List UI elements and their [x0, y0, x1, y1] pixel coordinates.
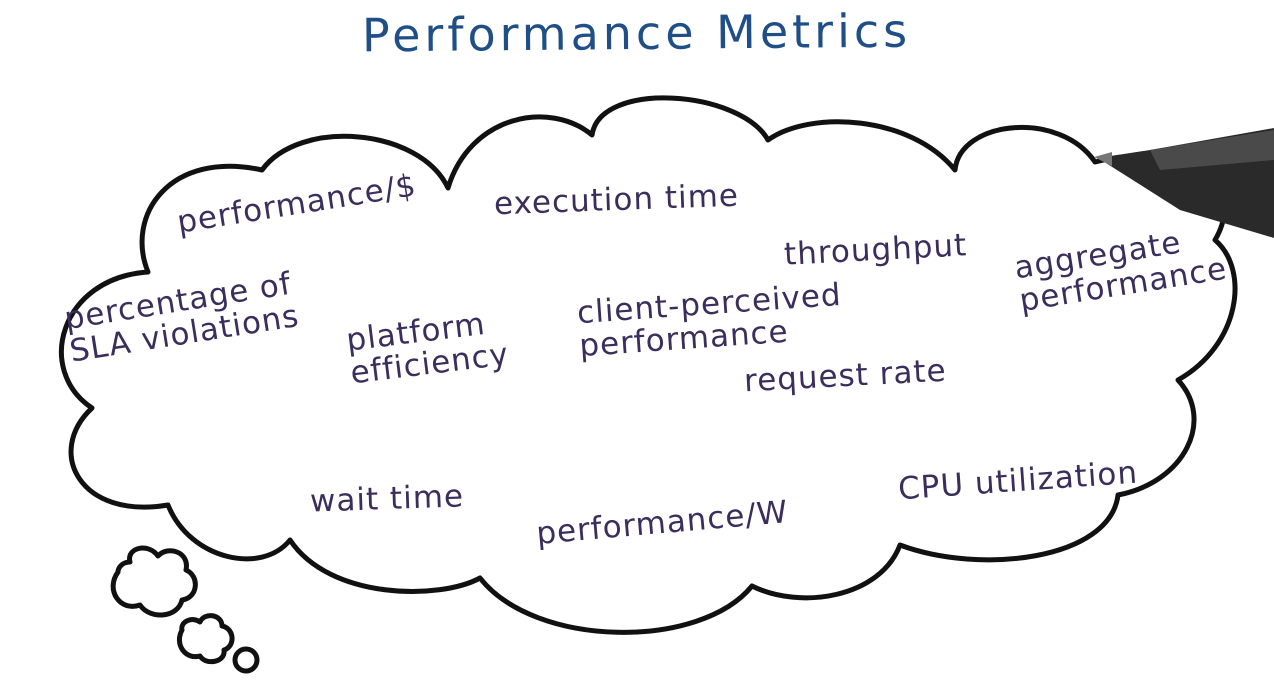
page-title: Performance Metrics: [361, 3, 912, 63]
thought-bubble-large: [110, 545, 198, 618]
thought-bubble-medium: [176, 613, 235, 665]
thought-bubble-small: [232, 646, 260, 674]
metric-wait-time: wait time: [309, 478, 465, 520]
metric-execution-time: execution time: [493, 177, 740, 223]
thought-cloud-outline: [58, 95, 1238, 635]
marker-pen: [1094, 128, 1274, 238]
